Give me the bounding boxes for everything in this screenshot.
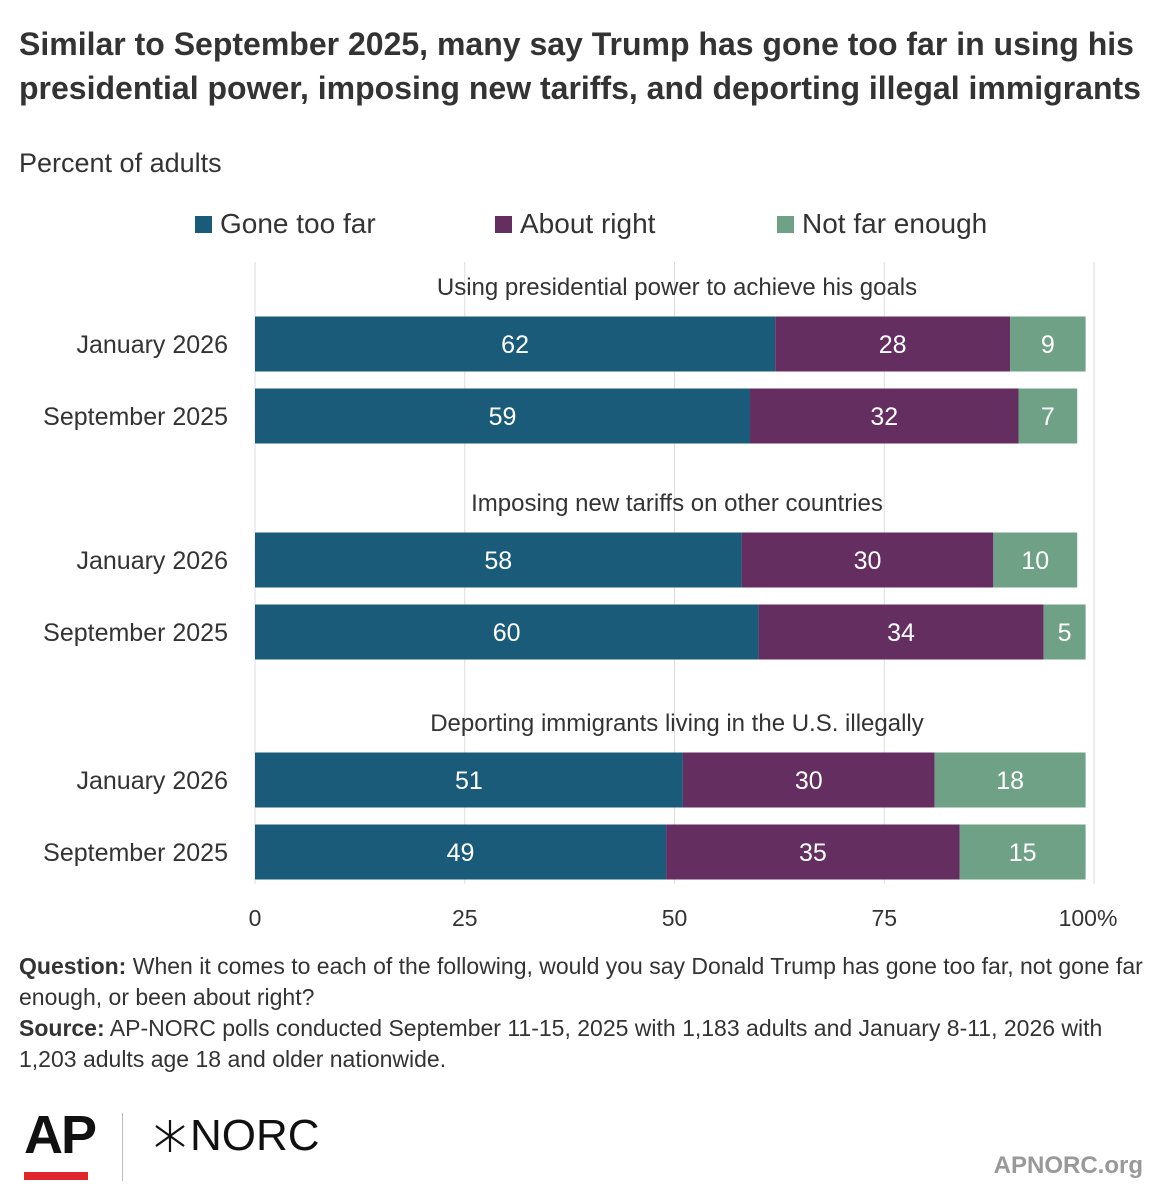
legend-label-gone-too-far: Gone too far [220,208,376,239]
bar-value-label: 59 [489,403,517,431]
chart-title: Similar to September 2025, many say Trum… [19,26,1141,106]
row-label: September 2025 [43,619,228,647]
bar-segment [1043,604,1086,660]
question-note: Question: When it comes to each of the f… [19,951,1144,1013]
bar-segment [666,824,960,880]
row-label: January 2026 [76,767,228,795]
bar-segment [255,752,683,808]
bar-segment [741,532,994,588]
bar-segment [255,388,751,444]
bar-value-label: 30 [795,767,823,795]
footer-notes: Question: When it comes to each of the f… [19,951,1144,1075]
x-tick-label: 50 [662,905,688,931]
bar-segment [255,532,742,588]
bar-segment [959,824,1086,880]
bar-segment [255,824,667,880]
row-label: September 2025 [43,403,228,431]
ap-logo-underline [24,1172,88,1180]
bar-segment [775,316,1011,372]
ap-logo: AP [24,1105,97,1165]
group-label: Imposing new tariffs on other countries [471,490,883,517]
legend-item-gone-too-far: Gone too far [195,208,376,240]
norc-star-icon [155,1120,185,1152]
source-note: Source: AP-NORC polls conducted Septembe… [19,1013,1144,1075]
legend: Gone too far About right Not far enough [0,208,1162,244]
group-label: Deporting immigrants living in the U.S. … [430,710,924,737]
bar-segment [1018,388,1078,444]
bar-segment [993,532,1078,588]
legend-swatch-gone-too-far [195,215,212,233]
norc-logo: NORC [152,1112,320,1160]
bar-value-label: 18 [996,767,1024,795]
bar-segment [255,604,759,660]
bar-value-label: 30 [854,547,882,575]
bar-segment [255,316,776,372]
site-url: APNORC.org [993,1152,1143,1179]
legend-item-not-far-enough: Not far enough [777,208,987,240]
legend-swatch-about-right [495,215,512,233]
source-text: AP-NORC polls conducted September 11-15,… [19,1015,1103,1072]
source-label: Source: [19,1015,105,1041]
bar-value-label: 10 [1021,547,1049,575]
stacked-bar-chart: 0 25 50 75 100%Using presidential power to a… [43,262,1118,931]
bar-value-label: 32 [870,403,898,431]
bar-value-label: 5 [1058,619,1072,647]
bar-value-label: 7 [1041,403,1055,431]
x-tick-label: 100% [1059,905,1118,931]
x-tick-label: 0 [249,905,262,931]
question-label: Question: [19,953,127,979]
bar-segment [682,752,935,808]
legend-label-about-right: About right [520,208,656,239]
row-label: January 2026 [76,547,228,575]
bar-value-label: 49 [447,839,475,867]
row-label: September 2025 [43,839,228,867]
bar-value-label: 28 [879,331,907,359]
x-tick-label: 25 [452,905,478,931]
bar-value-label: 34 [887,619,915,647]
row-label: January 2026 [76,331,228,359]
bar-value-label: 9 [1041,331,1055,359]
bar-segment [750,388,1019,444]
group-label: Using presidential power to achieve his … [437,274,917,301]
bar-value-label: 35 [799,839,827,867]
legend-label-not-far-enough: Not far enough [802,208,988,239]
norc-logo-text: NORC [190,1111,320,1160]
bar-value-label: 15 [1009,839,1037,867]
bar-segment [934,752,1086,808]
bar-value-label: 62 [501,331,529,359]
legend-item-about-right: About right [495,208,655,240]
legend-swatch-not-far-enough [777,215,794,233]
bar-segment [1010,316,1086,372]
bar-value-label: 58 [484,547,512,575]
question-text: When it comes to each of the following, … [19,953,1143,1010]
bar-value-label: 60 [493,619,521,647]
logo-divider [122,1113,123,1181]
x-tick-label: 75 [871,905,897,931]
bar-value-label: 51 [455,767,483,795]
chart-subtitle: Percent of adults [19,148,222,178]
bar-segment [758,604,1044,660]
